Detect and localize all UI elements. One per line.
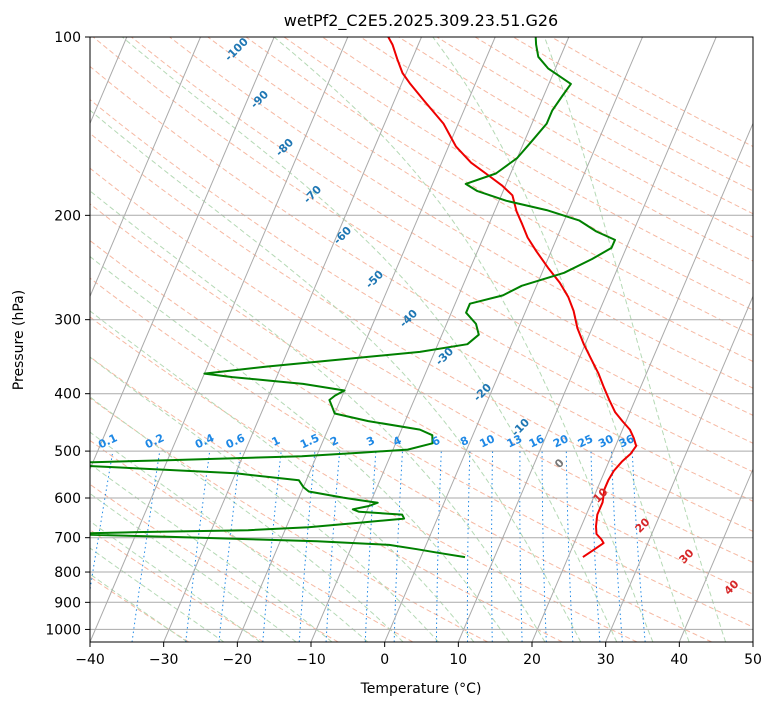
- y-tick-label: 100: [54, 30, 81, 46]
- x-tick-label: −10: [296, 652, 326, 668]
- axes: −40 −30 −20 −10 0 10 20 30 40 50 100 200 300 400 500 60…: [45, 30, 762, 668]
- x-axis-label: Temperature (°C): [360, 681, 482, 697]
- dry-adiabat: [90, 316, 638, 642]
- y-tick-label: 700: [54, 531, 81, 547]
- dewpoint-profile: [90, 37, 616, 559]
- y-tick-label: 200: [54, 208, 81, 224]
- mixing-ratio-label: 20: [551, 432, 571, 450]
- moist-adiabat: [432, 37, 690, 642]
- mixing-ratio-line: [541, 451, 547, 642]
- dry-adiabat: [90, 132, 753, 532]
- y-axis-label: Pressure (hPa): [11, 290, 27, 390]
- dry-adiabat: [90, 439, 414, 642]
- x-tick-label: 50: [744, 652, 762, 668]
- dry-adiabat: [90, 356, 563, 642]
- y-tick-label: 500: [54, 444, 81, 460]
- mixing-ratio-line: [519, 451, 523, 642]
- mixing-ratio-label: 30: [596, 432, 616, 450]
- isotherm: [90, 37, 201, 298]
- dry-adiabat: [90, 277, 712, 642]
- isotherm: [457, 37, 717, 642]
- isotherm: [531, 122, 753, 642]
- x-tick-label: 40: [670, 652, 688, 668]
- moist-adiabat: [90, 520, 261, 642]
- mixing-ratio-line: [466, 451, 471, 642]
- y-tick-label: 600: [54, 491, 81, 507]
- mixing-ratio-line: [325, 451, 341, 642]
- mixing-ratio-line: [218, 451, 241, 642]
- mixing-ratio-label: 25: [576, 432, 595, 450]
- dry-adiabat: [245, 37, 753, 337]
- moist-adiabat: [90, 190, 546, 642]
- dry-adiabat: [90, 203, 753, 595]
- mixing-ratio-line: [90, 451, 114, 593]
- isotherm: [678, 467, 753, 642]
- mixing-ratio-label: 10: [478, 432, 498, 450]
- moist-adiabat: [90, 109, 582, 642]
- mixing-ratio-label: 36: [617, 432, 637, 450]
- x-tick-label: −40: [75, 652, 105, 668]
- mixing-ratio-line: [565, 451, 574, 642]
- mixing-ratio-line: [435, 451, 442, 642]
- mixing-ratio-label: 13: [505, 432, 524, 450]
- dry-adiabat: [131, 37, 753, 416]
- moist-adiabat: [544, 37, 727, 642]
- moist-adiabat: [90, 310, 475, 642]
- y-tick-label: 1000: [45, 622, 81, 638]
- isotherm: [90, 37, 275, 471]
- plot-frame: [89, 36, 754, 643]
- moist-adiabat: [121, 37, 618, 642]
- x-tick-label: −30: [149, 652, 179, 668]
- isotherm: [310, 37, 570, 642]
- moist-adiabat: [90, 431, 369, 642]
- moist-adiabat: [90, 463, 333, 642]
- moist-adiabat: [90, 255, 510, 642]
- x-tick-label: −20: [223, 652, 253, 668]
- temperature-profile: [387, 37, 638, 558]
- x-tick-label: 10: [449, 652, 467, 668]
- dry-adiabat: [90, 529, 264, 642]
- dry-adiabat: [169, 37, 753, 389]
- mixing-ratio-line: [491, 451, 494, 642]
- y-tick-label: 900: [54, 595, 81, 611]
- mixing-ratio-line: [262, 451, 282, 642]
- chart-title: wetPf2_C2E5.2025.309.23.51.G26: [284, 11, 558, 31]
- moist-adiabat: [90, 573, 188, 642]
- x-tick-label: 20: [523, 652, 541, 668]
- y-tick-label: 300: [54, 313, 81, 329]
- mixing-ratio-line: [364, 451, 377, 642]
- mixing-ratio-line: [631, 451, 646, 642]
- mixing-ratio-label: 16: [527, 432, 547, 450]
- isotherm: [605, 295, 753, 642]
- mixing-ratio-line: [298, 451, 316, 642]
- plot-area: [90, 37, 753, 642]
- moist-adiabat: [90, 547, 225, 642]
- x-tick-label: 30: [597, 652, 615, 668]
- dry-adiabat: [90, 98, 753, 502]
- dry-adiabat: [90, 397, 488, 642]
- dry-adiabat: [207, 37, 753, 363]
- moist-adiabat: [90, 356, 439, 642]
- dry-adiabat: [90, 239, 753, 628]
- mixing-ratio-line: [590, 451, 601, 642]
- dry-adiabat: [90, 483, 339, 642]
- isotherm: [163, 37, 422, 642]
- mixing-ratio-line: [185, 451, 211, 642]
- mixing-ratio-line: [611, 451, 623, 642]
- y-tick-label: 800: [54, 565, 81, 581]
- dry-adiabat: [90, 167, 753, 563]
- isotherm: [384, 37, 643, 642]
- x-tick-label: 0: [380, 652, 389, 668]
- y-tick-label: 400: [54, 387, 81, 403]
- moist-adiabat: [273, 37, 654, 642]
- isotherm: [90, 37, 349, 642]
